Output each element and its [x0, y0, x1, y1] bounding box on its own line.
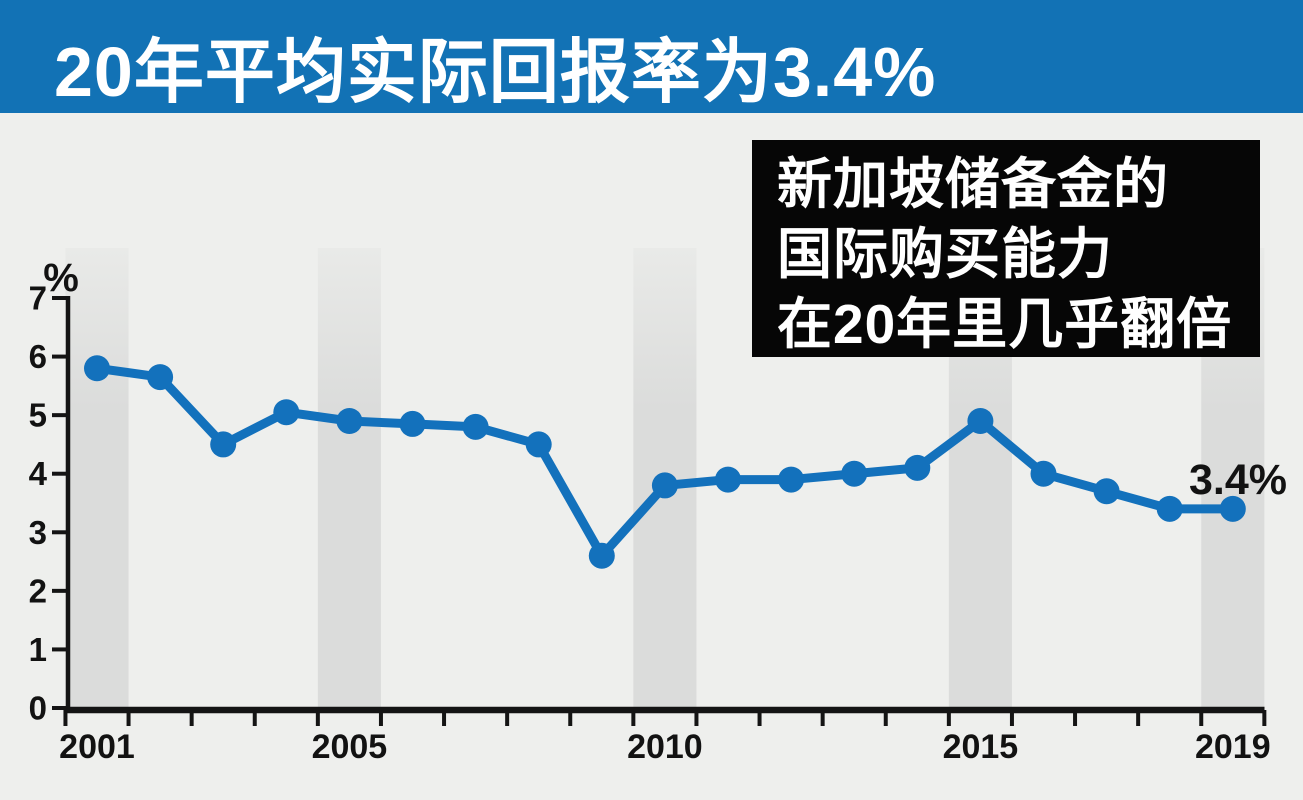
- y-axis-label-2: 2: [29, 572, 47, 609]
- data-point-2002: [147, 364, 174, 391]
- data-point-2012: [778, 466, 805, 493]
- title-bar: 20年平均实际回报率为3.4%: [0, 0, 1303, 113]
- data-point-2018: [1156, 495, 1183, 522]
- y-axis-label-7: 7: [29, 280, 47, 317]
- x-axis-label-2001: 2001: [59, 728, 135, 766]
- data-point-2014: [904, 454, 931, 481]
- data-point-2013: [841, 460, 868, 487]
- x-axis-label-2010: 2010: [627, 728, 703, 766]
- data-point-2017: [1093, 478, 1120, 505]
- data-point-2015: [967, 408, 994, 435]
- y-axis-label-4: 4: [29, 455, 48, 492]
- data-point-2007: [462, 413, 489, 440]
- data-point-2003: [210, 431, 237, 458]
- data-point-2011: [715, 466, 741, 493]
- y-axis-unit-label: %: [43, 256, 79, 300]
- highlight-band-2001: [65, 248, 129, 707]
- data-point-2016: [1030, 460, 1057, 487]
- x-axis-label-2015: 2015: [943, 728, 1019, 766]
- data-point-2010: [651, 472, 678, 499]
- callout-line-3: 在20年里几乎翻倍: [777, 293, 1233, 355]
- callout-box: 新加坡储备金的 国际购买能力 在20年里几乎翻倍: [752, 140, 1260, 357]
- data-point-2004: [273, 399, 300, 426]
- y-axis-label-6: 6: [29, 338, 47, 375]
- data-point-2019: [1219, 495, 1246, 522]
- data-point-2006: [399, 410, 426, 437]
- x-axis-label-2019: 2019: [1195, 728, 1271, 766]
- data-point-2009: [588, 542, 615, 569]
- callout-line-2: 国际购买能力: [777, 223, 1114, 285]
- data-point-2008: [525, 431, 552, 458]
- page-title: 20年平均实际回报率为3.4%: [54, 33, 937, 111]
- callout-line-1: 新加坡储备金的: [777, 153, 1170, 215]
- y-axis-label-3: 3: [29, 514, 47, 551]
- end-value-label: 3.4%: [1189, 456, 1287, 504]
- highlight-band-2005: [317, 248, 381, 707]
- data-point-2005: [336, 408, 363, 435]
- x-axis-label-2005: 2005: [312, 728, 388, 766]
- data-point-2001: [84, 355, 110, 382]
- y-axis-label-5: 5: [29, 397, 47, 434]
- y-axis-label-0: 0: [29, 690, 47, 727]
- y-axis-label-1: 1: [29, 631, 47, 668]
